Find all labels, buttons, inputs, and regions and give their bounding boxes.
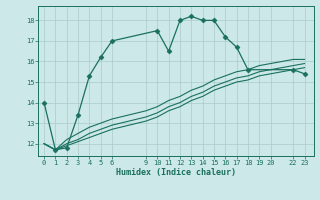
X-axis label: Humidex (Indice chaleur): Humidex (Indice chaleur) bbox=[116, 168, 236, 177]
